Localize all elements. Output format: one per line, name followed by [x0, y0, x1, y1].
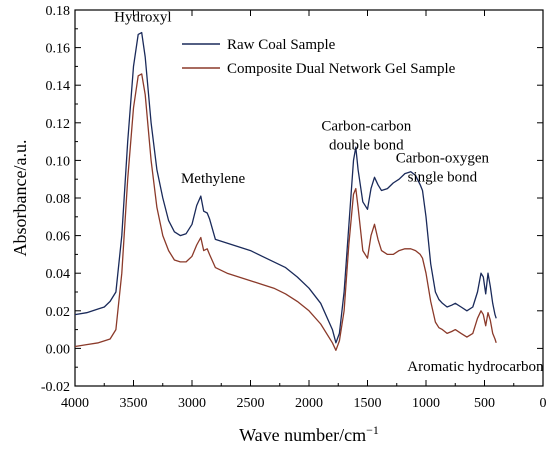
x-tick-label: 3500: [120, 396, 148, 411]
x-tick-label: 2000: [295, 396, 323, 411]
legend-label-composite-gel: Composite Dual Network Gel Sample: [227, 61, 456, 77]
y-tick-label: 0.06: [46, 230, 71, 245]
series-layer: [74, 31, 497, 351]
annotation-carbon-oxygen: Carbon-oxygen single bond: [396, 150, 490, 185]
series-line-raw-coal: [74, 31, 497, 344]
y-tick-label: 0.18: [46, 4, 71, 19]
x-axis-title-text: Wave number/cm: [239, 425, 366, 445]
x-tick-label: 500: [474, 396, 495, 411]
annotation-line: Carbon-oxygen: [396, 150, 490, 166]
x-tick-label: 0: [540, 396, 547, 411]
y-tick-label: 0.16: [46, 42, 71, 57]
y-tick-label: 0.00: [46, 342, 71, 357]
legend: Raw Coal Sample Composite Dual Network G…: [182, 37, 456, 77]
x-tick-label: 1000: [412, 396, 440, 411]
series-line-composite-gel: [74, 73, 497, 351]
x-tick-label: 4000: [61, 396, 89, 411]
y-axis: -0.02 0.00 0.02 0.04 0.06 0.08 0.10 0.12 0.14 0.1…: [41, 4, 543, 395]
annotation-aromatic: Aromatic hydrocarbon: [407, 359, 544, 375]
annotation-methylene: Methylene: [181, 171, 245, 187]
x-axis-title-superscript: −1: [366, 423, 379, 437]
y-tick-label: 0.02: [46, 305, 71, 320]
annotation-carbon-carbon: Carbon-carbon double bond: [321, 118, 411, 153]
y-tick-label: 0.12: [46, 117, 71, 132]
annotation-line: single bond: [408, 169, 478, 185]
annotation-layer: Hydroxyl Methylene Carbon-carbon double bon…: [114, 9, 544, 375]
y-tick-label: 0.08: [46, 192, 71, 207]
y-tick-label: -0.02: [41, 380, 70, 395]
x-tick-label: 2500: [237, 396, 265, 411]
annotation-line: Carbon-carbon: [321, 118, 411, 134]
x-tick-label: 1500: [354, 396, 382, 411]
y-tick-label: 0.14: [46, 79, 71, 94]
legend-label-raw-coal: Raw Coal Sample: [227, 37, 336, 53]
x-axis: 4000 3500 3000 2500 2000 1500 1000 500 0: [61, 10, 547, 411]
annotation-line: Hydroxyl: [114, 9, 172, 25]
annotation-line: Methylene: [181, 171, 245, 187]
annotation-line: double bond: [329, 137, 404, 153]
annotation-hydroxyl: Hydroxyl: [114, 9, 172, 25]
x-tick-label: 3000: [178, 396, 206, 411]
y-tick-label: 0.10: [46, 154, 71, 169]
annotation-line: Aromatic hydrocarbon: [407, 359, 544, 375]
y-tick-label: 0.04: [46, 267, 71, 282]
x-axis-title: Wave number/cm−1: [239, 423, 379, 445]
y-axis-title: Absorbance/a.u.: [10, 140, 30, 257]
